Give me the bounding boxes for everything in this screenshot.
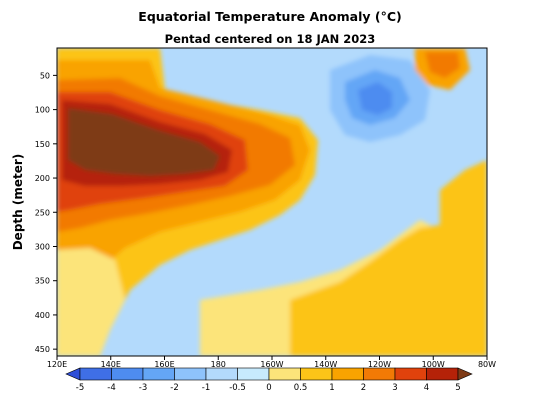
plot-area [57, 48, 487, 356]
x-tick-label: 80W [478, 360, 496, 369]
colorbar-swatch [79, 367, 112, 381]
anomaly-contour [358, 82, 392, 115]
colorbar-swatch [300, 367, 333, 381]
colorbar-swatch [363, 367, 396, 381]
colorbar-swatch [111, 367, 144, 381]
colorbar-swatch [205, 367, 238, 381]
colorbar-label: -4 [107, 383, 115, 393]
y-tick-label: 250 [35, 208, 50, 217]
x-tick-label: 140E [101, 360, 121, 369]
chart-title: Equatorial Temperature Anomaly (°C) [138, 9, 401, 24]
x-tick-label: 120W [368, 360, 391, 369]
colorbar-swatch [142, 367, 175, 381]
colorbar-label: 5 [455, 383, 460, 393]
y-tick-label: 50 [40, 71, 50, 80]
colorbar: -5 -4 -3 -2 -1 -0.5 0 0.5 1 2 3 4 5 [65, 367, 473, 393]
x-tick-label: 140W [314, 360, 337, 369]
anomaly-contour [425, 52, 460, 78]
anomaly-contour [68, 108, 220, 176]
anomaly-contour [57, 248, 125, 356]
colorbar-swatch [426, 367, 459, 381]
anomaly-contour [440, 160, 487, 356]
y-tick-label: 450 [35, 345, 50, 354]
x-axis: 120E 140E 160E 180 160W 140W 120W 100W 80W [47, 356, 496, 369]
colorbar-swatch [268, 367, 301, 381]
colorbar-label: -5 [76, 383, 84, 393]
colorbar-label: -0.5 [229, 383, 246, 393]
y-axis: 50 100 150 200 250 300 350 400 450 [35, 71, 57, 354]
colorbar-label: -2 [170, 383, 178, 393]
colorbar-swatch [65, 367, 81, 381]
x-tick-label: 100W [422, 360, 445, 369]
y-tick-label: 400 [35, 311, 50, 320]
colorbar-swatch [174, 367, 207, 381]
x-tick-label: 180 [211, 360, 226, 369]
y-tick-label: 100 [35, 106, 50, 115]
colorbar-label: 0 [266, 383, 271, 393]
colorbar-label: 4 [424, 383, 429, 393]
y-tick-label: 150 [35, 140, 50, 149]
colorbar-swatch [237, 367, 270, 381]
colorbar-label: 3 [392, 383, 397, 393]
x-tick-label: 160W [260, 360, 283, 369]
colorbar-label: -3 [139, 383, 147, 393]
colorbar-label: 0.5 [294, 383, 308, 393]
x-tick-label: 120E [47, 360, 67, 369]
colorbar-swatch [331, 367, 364, 381]
x-tick-label: 160E [154, 360, 174, 369]
colorbar-label: 2 [361, 383, 366, 393]
y-axis-label: Depth (meter) [11, 154, 25, 251]
chart-subtitle: Pentad centered on 18 JAN 2023 [165, 32, 376, 46]
y-tick-label: 350 [35, 277, 50, 286]
y-tick-label: 200 [35, 174, 50, 183]
colorbar-label: -1 [202, 383, 210, 393]
anomaly-contour [290, 225, 440, 356]
colorbar-swatch [394, 367, 427, 381]
y-tick-label: 300 [35, 242, 50, 251]
anomaly-field [57, 48, 487, 356]
colorbar-label: 1 [329, 383, 334, 393]
colorbar-swatch [457, 367, 473, 381]
